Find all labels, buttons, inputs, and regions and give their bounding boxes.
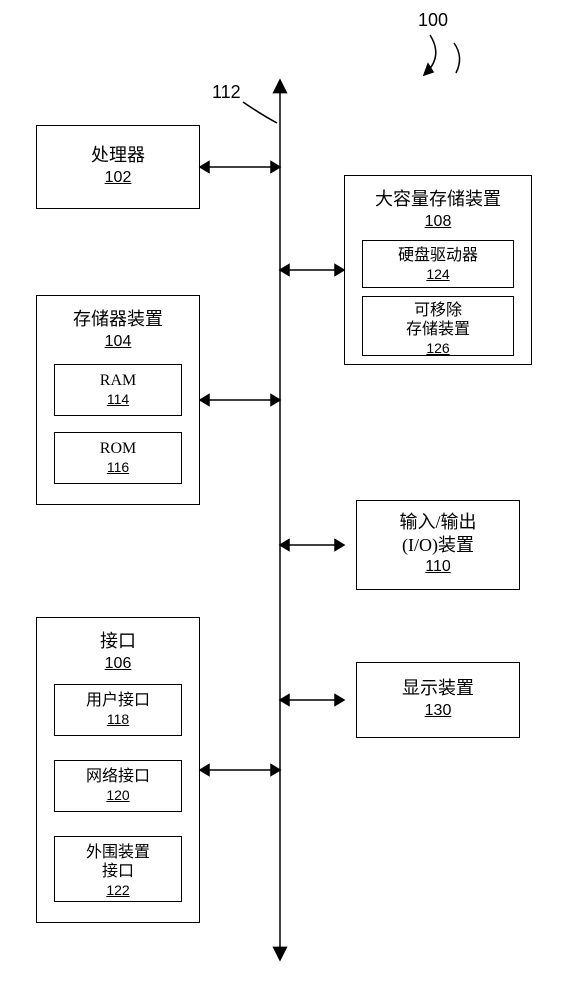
block-ram: RAM 114 [54, 364, 182, 416]
block-io: 输入/输出 (I/O)装置 110 [356, 500, 520, 590]
block-hdd-ref: 124 [426, 266, 449, 282]
block-network-interface-label: 网络接口 [86, 767, 150, 786]
block-rom-ref: 116 [107, 459, 129, 475]
bus-label: 112 [212, 82, 241, 103]
block-mass-storage-ref: 108 [425, 213, 452, 231]
block-removable-storage-ref: 126 [426, 340, 449, 356]
diagram-canvas: 100 112 处理器 102 存储器装置 104 RAM 114 ROM 11… [0, 0, 570, 1000]
block-ram-label: RAM [100, 371, 136, 390]
bus-label-text: 112 [212, 82, 241, 102]
block-user-interface-ref: 118 [107, 711, 129, 727]
block-ram-ref: 114 [107, 391, 129, 407]
block-io-label: 输入/输出 (I/O)装置 [399, 511, 476, 556]
block-processor-ref: 102 [105, 169, 132, 187]
block-interfaces-label: 接口 [100, 630, 136, 653]
block-user-interface-label: 用户接口 [86, 691, 150, 710]
block-peripheral-interface-label: 外围装置 接口 [86, 843, 150, 881]
block-user-interface: 用户接口 118 [54, 684, 182, 736]
block-peripheral-interface: 外围装置 接口 122 [54, 836, 182, 902]
block-hdd-label: 硬盘驱动器 [398, 246, 478, 265]
block-removable-storage: 可移除 存储装置 126 [362, 296, 514, 356]
block-display-ref: 130 [425, 702, 452, 720]
block-rom: ROM 116 [54, 432, 182, 484]
block-network-interface-ref: 120 [106, 787, 129, 803]
block-memory-ref: 104 [105, 333, 132, 351]
block-interfaces-ref: 106 [105, 655, 132, 673]
block-processor: 处理器 102 [36, 125, 200, 209]
block-display: 显示装置 130 [356, 662, 520, 738]
block-mass-storage-label: 大容量存储装置 [375, 188, 501, 211]
block-removable-storage-label: 可移除 存储装置 [406, 301, 470, 339]
figure-number-text: 100 [418, 10, 448, 30]
block-display-label: 显示装置 [402, 677, 474, 700]
block-peripheral-interface-ref: 122 [106, 882, 129, 898]
block-hdd: 硬盘驱动器 124 [362, 240, 514, 288]
block-memory-label: 存储器装置 [73, 308, 163, 331]
block-io-ref: 110 [425, 558, 451, 576]
block-processor-label: 处理器 [91, 144, 145, 167]
figure-number-label: 100 [418, 10, 448, 31]
block-network-interface: 网络接口 120 [54, 760, 182, 812]
block-rom-label: ROM [100, 439, 136, 458]
